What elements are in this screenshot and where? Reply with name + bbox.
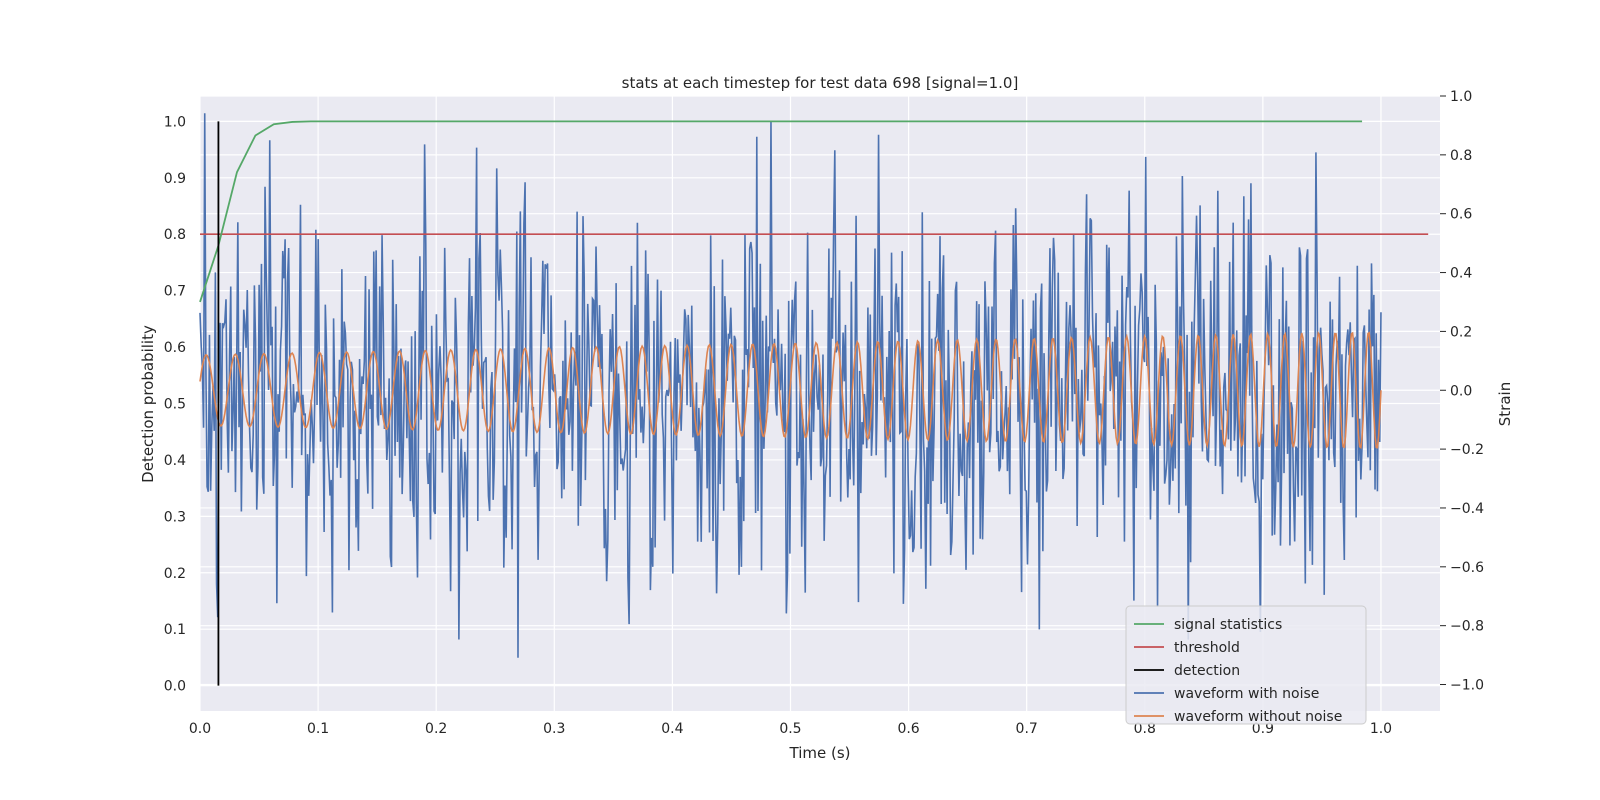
series-layer (199, 113, 1429, 686)
y-tick-label-right: −0.4 (1450, 501, 1484, 517)
y-tick-labels-left: 0.0 0.1 0.2 0.3 0.4 0.5 0.6 0.7 0.8 0.9 1.0 (164, 114, 186, 694)
y-tick-label-right: −1.0 (1450, 678, 1484, 694)
y-tick-label-left: 0.7 (164, 284, 186, 300)
legend-entry: waveform without noise (1174, 709, 1342, 725)
x-tick-label: 0.0 (189, 721, 211, 737)
y-tick-label-left: 1.0 (164, 114, 186, 130)
y-tick-label-right: −0.2 (1450, 442, 1484, 458)
y-axis-label-left: Detection probability (139, 325, 157, 483)
x-tick-label: 0.2 (425, 721, 447, 737)
y-axis-label-right: Strain (1496, 382, 1514, 426)
y-tick-label-left: 0.5 (164, 397, 186, 413)
y-tick-label-left: 0.8 (164, 227, 186, 243)
series-waveform-with-noise (199, 113, 1382, 658)
legend: signal statistics threshold detection wavef… (1125, 605, 1367, 725)
y-tick-label-right: −0.6 (1450, 560, 1484, 576)
legend-entry: threshold (1174, 640, 1240, 656)
legend-entry: waveform with noise (1174, 686, 1319, 702)
y-tick-label-left: 0.1 (164, 622, 186, 638)
x-tick-label: 1.0 (1370, 721, 1392, 737)
y-tick-label-right: 0.8 (1450, 148, 1472, 164)
x-axis-label: Time (s) (789, 744, 851, 762)
y-tick-label-left: 0.9 (164, 171, 186, 187)
x-tick-label: 0.1 (307, 721, 329, 737)
y-tick-label-left: 0.6 (164, 340, 186, 356)
y-tick-label-left: 0.4 (164, 453, 186, 469)
y-tick-label-left: 0.0 (164, 679, 186, 695)
y-tick-label-right: 0.6 (1450, 207, 1472, 223)
series-waveform-without-noise (199, 330, 1382, 450)
legend-box (1125, 605, 1367, 725)
x-tick-label: 0.5 (779, 721, 801, 737)
y-tick-label-right: 1.0 (1450, 89, 1472, 105)
y-tick-label-right: 0.2 (1450, 324, 1472, 340)
series-signal-statistics (199, 120, 1363, 303)
y-tick-label-left: 0.3 (164, 509, 186, 525)
y-tick-labels-right: −1.0 −0.8 −0.6 −0.4 −0.2 0.0 0.2 0.4 0.6 0.8 1.0 (1440, 89, 1484, 694)
x-tick-label: 0.3 (543, 721, 565, 737)
x-tick-label: 0.7 (1016, 721, 1038, 737)
x-tick-label: 0.8 (1134, 721, 1156, 737)
x-tick-label: 0.4 (661, 721, 683, 737)
legend-entry: detection (1174, 663, 1240, 679)
y-tick-label-left: 0.2 (164, 566, 186, 582)
x-tick-labels: 0.0 0.1 0.2 0.3 0.4 0.5 0.6 0.7 0.8 0.9 1.0 (189, 721, 1392, 737)
y-tick-label-right: 0.4 (1450, 266, 1472, 282)
chart-title: stats at each timestep for test data 698… (622, 74, 1019, 92)
x-tick-label: 0.6 (897, 721, 919, 737)
legend-entry: signal statistics (1174, 617, 1282, 633)
x-tick-label: 0.9 (1252, 721, 1274, 737)
y-tick-label-right: 0.0 (1450, 383, 1472, 399)
y-tick-label-right: −0.8 (1450, 619, 1484, 635)
